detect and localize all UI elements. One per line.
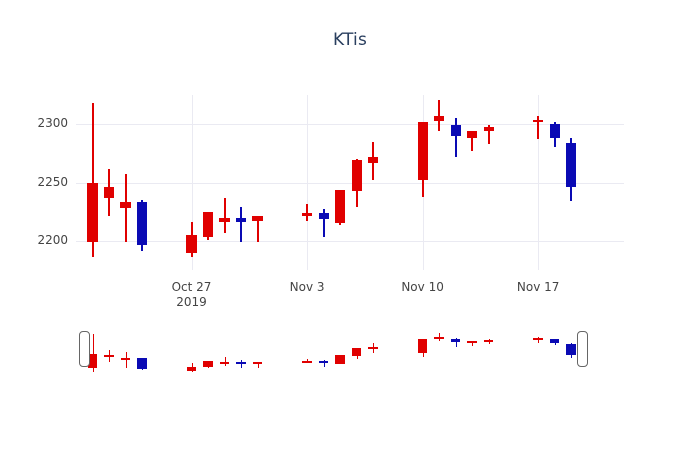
range-slider-candle-body	[417, 338, 428, 353]
candle-wick	[124, 174, 127, 242]
candle-body	[549, 124, 560, 139]
range-slider-preview	[76, 325, 624, 380]
range-slider-candle-body	[483, 339, 494, 342]
candle-wick	[223, 197, 226, 233]
candle-body	[302, 212, 313, 217]
candle-body	[252, 216, 263, 221]
gridline-x-oct-27	[191, 95, 193, 270]
range-slider-candle-wick	[455, 337, 457, 348]
chart-title: KTis	[332, 30, 368, 50]
range-slider-candle-wick	[307, 358, 309, 363]
range-slider-candle-wick	[439, 333, 441, 341]
range-slider-candle-body	[302, 361, 312, 363]
candle-body	[235, 217, 247, 223]
range-slider-candle-body	[335, 355, 345, 364]
range-slider-candle-wick	[488, 339, 490, 344]
candle-body	[136, 202, 148, 246]
x-tick-label: Oct 27	[171, 280, 212, 294]
range-slider-candle-wick	[92, 333, 94, 372]
range-slider-candle-body	[434, 337, 444, 339]
range-slider-candle-body	[566, 343, 576, 355]
range-slider-candle-body	[219, 362, 230, 365]
candle-wick	[454, 118, 457, 157]
plot-area[interactable]	[76, 95, 624, 270]
candle-wick	[256, 216, 259, 242]
x-tick-nov-10: Nov 10	[363, 280, 483, 295]
candle-wick	[240, 207, 243, 242]
range-slider-candle-body	[351, 348, 362, 356]
x-tick-year: 2019	[176, 295, 207, 309]
gridline-y-2250	[76, 182, 624, 184]
x-tick-label: Nov 3	[289, 280, 325, 294]
range-slider-candle-wick	[257, 361, 259, 369]
range-slider-handle-right[interactable]	[577, 331, 589, 367]
candle-wick	[322, 209, 325, 238]
gridline-y-2300	[76, 124, 624, 126]
x-tick-oct-27: Oct 27 2019	[132, 280, 252, 310]
range-slider-handle-left[interactable]	[78, 331, 90, 367]
candle-body	[483, 126, 494, 132]
candle-body	[533, 119, 544, 122]
range-slider-candle-body	[467, 340, 477, 343]
range-slider-candle-wick	[538, 337, 540, 343]
candle-body	[103, 187, 115, 198]
candle-body	[318, 212, 329, 219]
range-slider-candle-body	[549, 339, 560, 343]
candle-body	[434, 116, 445, 121]
range-slider-candle-body	[203, 360, 213, 368]
range-slider-candle-body	[252, 361, 263, 364]
candle-body	[87, 182, 98, 242]
range-slider-candle-body	[137, 358, 147, 370]
candle-wick	[487, 125, 490, 144]
candle-body	[335, 189, 346, 224]
range-slider-candle-body	[533, 337, 543, 340]
candle-body	[351, 160, 362, 191]
gridline-x-nov-17	[538, 95, 540, 270]
candle-body	[202, 211, 214, 238]
range-slider-candle-body	[318, 361, 329, 363]
gridline-x-nov-3	[307, 95, 309, 270]
candle-wick	[306, 203, 309, 221]
range-slider-candle-wick	[224, 357, 226, 366]
x-tick-label: Nov 17	[516, 280, 560, 294]
candle-body	[219, 217, 230, 223]
range-slider[interactable]	[76, 325, 624, 380]
x-tick-label: Nov 10	[401, 280, 444, 294]
range-slider-candle-wick	[323, 360, 325, 368]
candle-body	[417, 121, 428, 181]
gridline-y-2200	[76, 240, 624, 242]
candle-body	[467, 131, 478, 139]
range-slider-candle-wick	[472, 340, 474, 346]
candle-body	[120, 202, 131, 209]
candle-wick	[438, 99, 441, 132]
candle-wick	[91, 103, 94, 258]
candle-body	[368, 156, 379, 163]
range-slider-candle-body	[120, 358, 131, 361]
candle-wick	[537, 116, 540, 140]
candle-body	[450, 125, 461, 136]
x-tick-nov-3: Nov 3	[247, 280, 367, 295]
range-slider-candle-body	[450, 339, 461, 342]
x-tick-nov-17: Nov 17	[478, 280, 598, 295]
candle-body	[566, 142, 577, 188]
candle-wick	[471, 131, 474, 151]
range-slider-candle-body	[104, 354, 114, 358]
range-slider-candle-body	[368, 347, 378, 350]
range-slider-candle-body	[186, 366, 197, 371]
range-slider-candle-body	[236, 362, 246, 365]
range-slider-candle-body	[87, 353, 98, 369]
candle-body	[186, 235, 197, 253]
